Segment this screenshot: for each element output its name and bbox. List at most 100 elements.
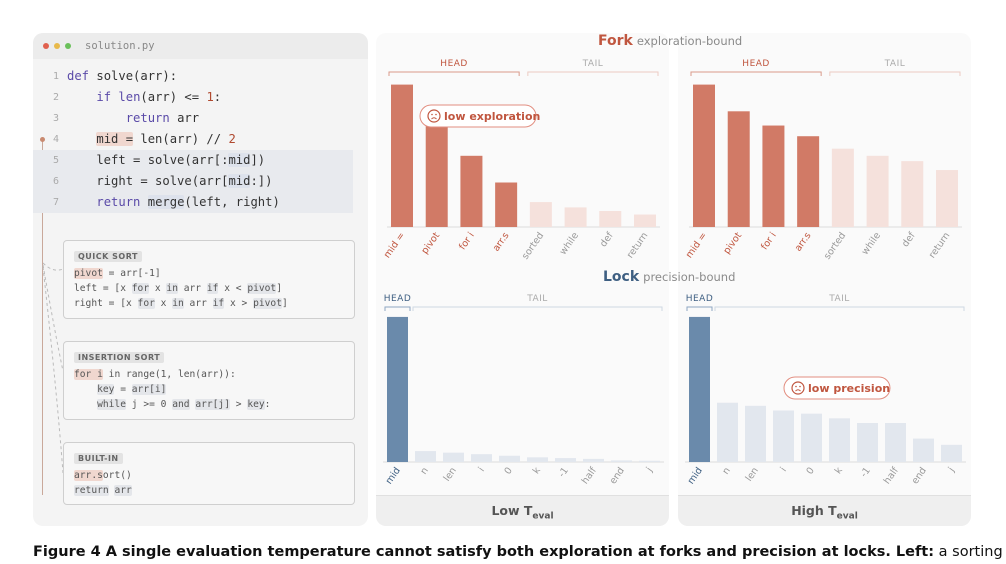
frown-icon-eye: [795, 385, 797, 388]
tick-label: pivot: [721, 230, 744, 256]
tick-label: end: [910, 465, 929, 486]
tick-label: mid: [686, 465, 705, 486]
tick-label: j: [644, 465, 655, 474]
frown-icon-eye: [435, 113, 437, 116]
code-line: 6 right = solve(arr[mid:]): [33, 171, 353, 192]
bar-return: [634, 214, 656, 227]
strategy-code-line: right = [x for x in arr if x > pivot]: [74, 298, 288, 309]
tick-label: mid =: [684, 230, 710, 260]
low-precision-badge: [783, 376, 891, 400]
code-line: 5 left = solve(arr[:mid]): [33, 150, 353, 171]
bar-k: [829, 418, 850, 462]
tick-label: len: [744, 465, 761, 483]
bar-half: [583, 458, 604, 462]
frown-icon-mouth: [795, 389, 801, 392]
tick-label: while: [558, 230, 581, 257]
tick-label: k: [833, 465, 845, 476]
minimize-dot-icon: [54, 43, 60, 49]
code-panel: solution.py 1 def solve(arr): 2 if len(ar…: [33, 33, 368, 526]
bar-sorted: [529, 202, 552, 227]
strategy-quick-sort: QUICK SORT pivot = arr[-1] left = [x for…: [63, 240, 355, 319]
tick-label: sorted: [520, 230, 546, 261]
tick-label: return: [927, 230, 953, 260]
tail-label: TAIL: [884, 59, 906, 69]
head-brace: [388, 71, 520, 76]
footer-high-teval: High Teval: [678, 495, 971, 526]
tail-label: TAIL: [828, 294, 850, 304]
bar-sorted: [831, 148, 854, 227]
tail-brace: [714, 306, 965, 311]
bar-for-i: [460, 155, 483, 227]
footer-low-teval: Low Teval: [376, 495, 669, 526]
tick-label: 0: [502, 465, 514, 476]
bar-k: [527, 457, 548, 462]
tick-label: pivot: [419, 230, 442, 256]
strategy-code-line: pivot = arr[-1]: [74, 268, 161, 279]
bar-pivot: [425, 114, 448, 227]
tick-label: k: [531, 465, 543, 476]
strategy-code-line: arr.sort(): [74, 470, 132, 481]
frown-icon-mouth: [431, 117, 437, 120]
tick-label: def: [900, 230, 918, 249]
bar-len: [745, 405, 766, 462]
code-line: 3 return arr: [52, 111, 200, 125]
editor-titlebar: solution.py: [33, 33, 368, 59]
bar-while: [564, 207, 587, 227]
code-line: 2 if len(arr) <= 1:: [52, 90, 222, 104]
tail-label: TAIL: [582, 59, 604, 69]
strategy-title: BUILT-IN: [74, 453, 123, 464]
bar-mid: [391, 84, 413, 227]
frown-icon-eye: [799, 385, 801, 388]
tick-label: arr.s: [793, 230, 814, 253]
tick-label: def: [598, 230, 616, 249]
bar-while: [866, 155, 889, 227]
bar--1: [555, 458, 576, 462]
tick-label: n: [720, 465, 732, 476]
tick-label: mid: [384, 465, 403, 486]
tick-label: 0: [804, 465, 816, 476]
strategy-code-line: return arr: [74, 485, 132, 496]
tick-label: i: [778, 465, 789, 473]
close-dot-icon: [43, 43, 49, 49]
head-label: HEAD: [384, 294, 412, 304]
editor-filename: solution.py: [85, 40, 155, 52]
tail-label: TAIL: [526, 294, 548, 304]
code-block: 1 def solve(arr): 2 if len(arr) <= 1: 3 r…: [33, 66, 353, 213]
bar-def: [599, 210, 622, 227]
strategy-code-line: left = [x for x in arr if x < pivot]: [74, 283, 282, 294]
strategy-code-line: key = arr[i]: [97, 384, 167, 395]
code-line: 7 return merge(left, right): [33, 192, 353, 213]
tick-label: while: [860, 230, 883, 257]
bar-return: [936, 170, 958, 227]
head-label: HEAD: [440, 59, 468, 69]
bar-i: [773, 410, 794, 462]
bar-mid: [387, 316, 408, 462]
tick-label: sorted: [822, 230, 848, 261]
head-label: HEAD: [742, 59, 770, 69]
bar-j: [639, 460, 660, 462]
tail-brace: [527, 71, 659, 76]
strategy-insertion-sort: INSERTION SORT for i in range(1, len(arr…: [63, 341, 355, 420]
tick-label: end: [608, 465, 627, 486]
bar--1: [857, 423, 878, 462]
lock-title: Lock precision-bound: [603, 269, 736, 285]
tail-brace: [412, 306, 663, 311]
branch-point-icon: [40, 137, 45, 142]
frown-icon: [427, 109, 441, 123]
frown-icon: [791, 381, 805, 395]
tick-label: -1: [859, 465, 873, 479]
tick-label: -1: [557, 465, 571, 479]
bar-n: [415, 451, 436, 462]
head-brace: [384, 306, 411, 311]
maximize-dot-icon: [65, 43, 71, 49]
branch-connector-line: [42, 140, 43, 495]
figure-caption: Figure 4 A single evaluation temperature…: [33, 544, 1003, 560]
low-exploration-badge-text: low exploration: [444, 110, 540, 123]
head-label: HEAD: [686, 294, 714, 304]
bar-end: [611, 460, 632, 462]
tick-label: arr.s: [491, 230, 512, 253]
strategy-code-line: for i in range(1, len(arr)):: [74, 369, 236, 380]
tick-label: return: [625, 230, 651, 260]
bar-0: [499, 455, 520, 462]
